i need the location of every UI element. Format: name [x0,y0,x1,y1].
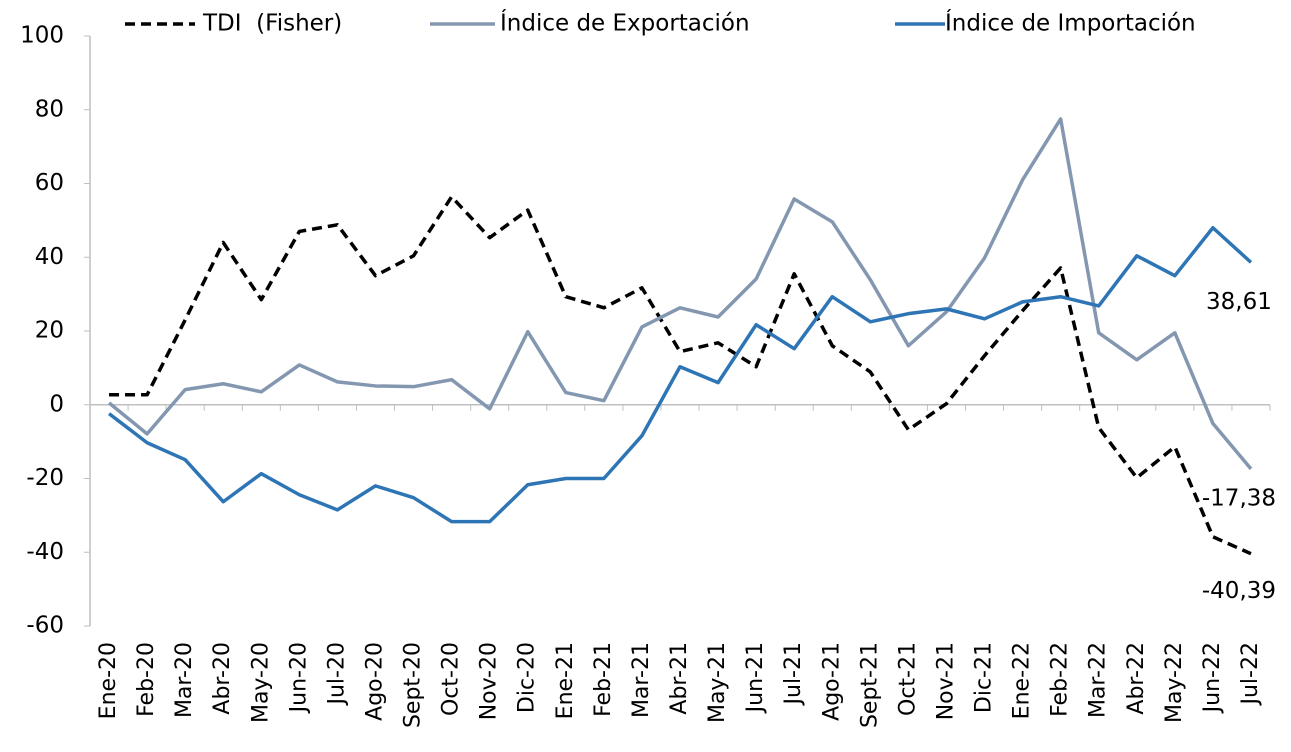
x-tick-label: Jun-22 [1200,642,1225,714]
x-tick-label: May-20 [248,642,273,723]
x-tick-label: Mar-20 [172,642,197,718]
x-tick-label: Sept-21 [857,642,882,728]
x-tick-label: Oct-21 [895,642,920,716]
y-tick-label: -20 [26,465,64,491]
data-label: 38,61 [1206,289,1272,315]
x-tick-label: Jul-20 [324,642,349,706]
x-tick-label: Dic-21 [972,642,997,713]
chart: -60 -40 -20 0 20 40 60 80 100 Ene-20 Feb-20 Mar-20 A… [0,0,1291,752]
y-tick-label: 0 [49,391,64,417]
x-tick-label: Sept-20 [401,642,426,728]
legend-label: TDI (Fisher) [202,11,342,37]
x-tick-label: Jul-22 [1238,642,1263,706]
legend-label: Índice de Exportación [500,9,750,37]
x-tick-label: May-21 [705,642,730,723]
data-label: -40,39 [1202,578,1276,604]
y-tick-label: 60 [35,170,64,196]
data-label: -17,38 [1202,485,1276,511]
x-tick-label: Feb-20 [134,642,159,717]
x-tick-label: Dic-20 [515,642,540,713]
x-tick-label: Abr-21 [667,642,692,715]
x-tick-label: Ago-21 [819,642,844,721]
x-tick-label: May-22 [1162,642,1187,723]
x-tick-label: Feb-22 [1048,642,1073,717]
series-line [109,119,1251,469]
x-tick-label: Oct-20 [439,642,464,716]
y-tick-label: -40 [26,539,64,565]
x-tick-label: Nov-21 [933,642,958,720]
y-tick-label: 20 [35,318,64,344]
x-tick-label: Ago-20 [362,642,387,721]
y-tick-label: 80 [35,96,64,122]
x-tick-label: Ene-22 [1010,642,1035,719]
x-tick-label: Abr-22 [1124,642,1149,715]
y-tick-label: 40 [35,244,64,270]
x-tick-label: Jun-20 [286,642,311,714]
x-tick-label: Abr-20 [210,642,235,715]
y-tick-label: 100 [20,23,64,49]
x-tick-label: Ene-21 [553,642,578,719]
x-tick-label: Jul-21 [781,642,806,706]
x-tick-label: Mar-21 [629,642,654,718]
x-tick-label: Mar-22 [1086,642,1111,718]
y-tick-label: -60 [26,613,64,639]
x-tick-label: Ene-20 [96,642,121,719]
x-tick-label: Feb-21 [591,642,616,717]
x-tick-label: Jun-21 [743,642,768,714]
series-line [109,197,1251,554]
series-line [109,228,1251,522]
legend-label: Índice de Importación [945,9,1196,37]
x-tick-label: Nov-20 [477,642,502,720]
